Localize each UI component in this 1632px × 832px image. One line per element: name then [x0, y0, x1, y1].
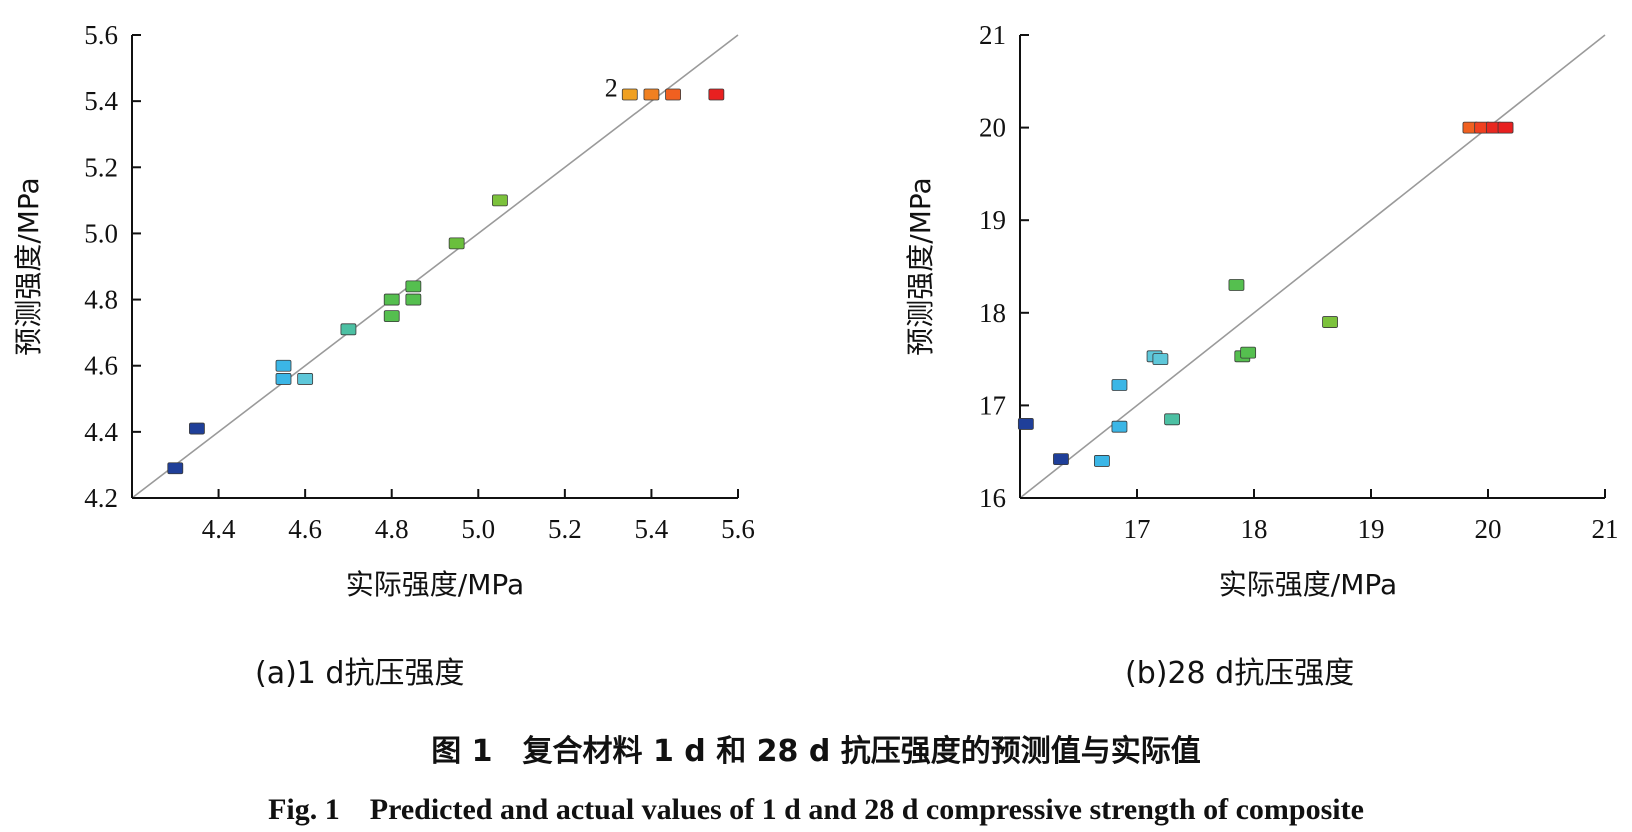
data-point: [340, 323, 357, 336]
x-tick-label: 5.4: [635, 514, 669, 544]
x-tick-label: 18: [1241, 514, 1268, 544]
x-tick-label: 4.8: [375, 514, 409, 544]
data-point: [1017, 418, 1034, 430]
x-tick-label: 4.6: [288, 514, 322, 544]
data-point: [708, 88, 725, 101]
y-tick-label: 4.6: [84, 351, 118, 381]
data-point: [1497, 121, 1514, 134]
data-point: [1240, 346, 1257, 359]
y-tick-label: 20: [979, 113, 1006, 143]
data-point: [621, 88, 638, 101]
data-point: [665, 88, 681, 101]
figure-canvas: 4.4 4.6 4.8 5.0 5.2 5.4 5.6 4.2 4.4 4.6 4.8 5.0 5.2 5…: [12, 20, 1619, 601]
data-point: [643, 88, 660, 101]
data-point: [189, 422, 205, 435]
data-point: [275, 359, 292, 372]
y-tick-label: 17: [979, 390, 1006, 420]
y-tick-label: 4.2: [84, 483, 118, 513]
x-tick-label: 5.2: [548, 514, 582, 544]
y-tick-label: 5.4: [84, 86, 118, 116]
chart-panel-0: 4.4 4.6 4.8 5.0 5.2 5.4 5.6 4.2 4.4 4.6 4.8 5.0 5.2 5…: [12, 20, 755, 601]
y-tick-label: 5.0: [84, 218, 118, 248]
data-point: [448, 237, 465, 250]
y-tick-label: 16: [979, 483, 1006, 513]
figure-title-en: Fig. 1 Predicted and actual values of 1 …: [268, 793, 1364, 826]
data-point: [1111, 420, 1128, 433]
data-point: [1152, 353, 1169, 366]
y-axis-label: 预测强度/MPa: [12, 177, 45, 355]
subcaption-a: (a)1 d抗压强度: [255, 656, 465, 691]
x-tick-label: 5.0: [461, 514, 495, 544]
y-tick-label: 19: [979, 205, 1006, 235]
x-axis-label: 实际强度/MPa: [346, 568, 524, 601]
y-tick-label: 18: [979, 298, 1006, 328]
data-point: [492, 194, 508, 207]
y-axis-label: 预测强度/MPa: [904, 177, 937, 355]
data-point: [405, 280, 422, 293]
data-point: [297, 373, 314, 385]
data-point: [1094, 455, 1110, 467]
subcaption-b: (b)28 d抗压强度: [1125, 656, 1355, 691]
data-point: [1053, 453, 1069, 466]
data-point: [405, 293, 422, 306]
data-point: [1164, 413, 1180, 426]
x-tick-label: 4.4: [202, 514, 236, 544]
data-point: [383, 293, 400, 306]
x-tick-label: 19: [1358, 514, 1385, 544]
data-point: [383, 310, 400, 323]
data-point: [1111, 379, 1128, 391]
x-axis-label: 实际强度/MPa: [1219, 568, 1397, 601]
y-tick-label: 4.8: [84, 285, 118, 315]
x-tick-label: 5.6: [721, 514, 755, 544]
data-point: [1322, 316, 1338, 328]
chart-panel-1: 17 18 19 20 21 16 17 18 19 20 21 实际强度/MPa 预测强度/MPa: [904, 20, 1619, 601]
point-label: 2: [605, 74, 618, 103]
y-tick-label: 4.4: [84, 417, 118, 447]
y-tick-label: 5.6: [84, 20, 118, 50]
y-tick-label: 21: [979, 20, 1006, 50]
y-tick-label: 5.2: [84, 152, 118, 182]
x-tick-label: 17: [1124, 514, 1151, 544]
reference-line: [131, 34, 739, 499]
data-point: [167, 462, 184, 475]
data-point: [275, 373, 292, 385]
data-point: [1228, 279, 1245, 291]
reference-line: [1019, 34, 1606, 499]
figure-title-cn: 图 1 复合材料 1 d 和 28 d 抗压强度的预测值与实际值: [431, 734, 1201, 769]
x-tick-label: 20: [1475, 514, 1502, 544]
x-tick-label: 21: [1592, 514, 1619, 544]
